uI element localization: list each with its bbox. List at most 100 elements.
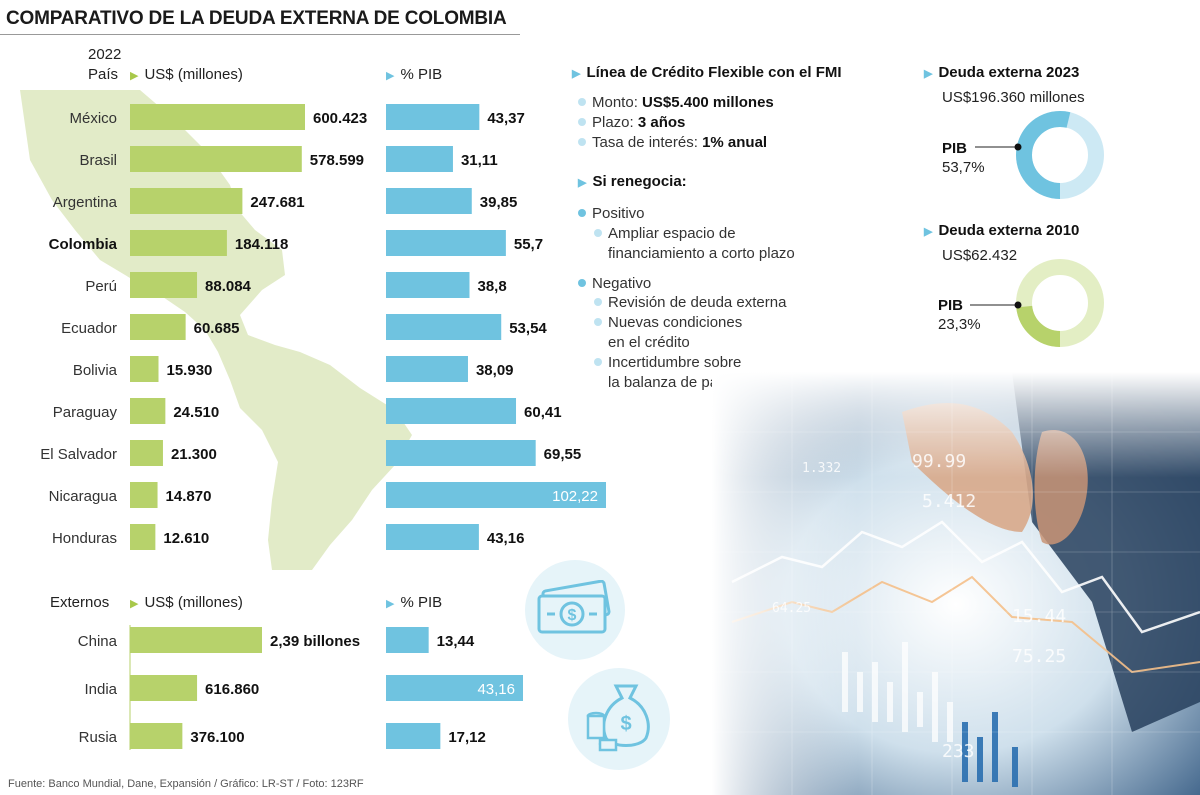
country-label-honduras: Honduras [52, 530, 117, 547]
info-title: Línea de Crédito Flexible con el FMI [586, 64, 842, 81]
pib-value-colombia: 55,7 [514, 236, 543, 253]
bullet-icon [594, 298, 602, 306]
usd-bar-india [130, 675, 198, 701]
usd-bar-argentina [130, 188, 243, 214]
donut-2023-pib-label: PIB [942, 140, 968, 157]
usd-bar-brasil [130, 146, 302, 172]
pais-label: País [88, 66, 119, 83]
donut-2010-value: US$62.432 [942, 247, 1018, 264]
positivo-text-2: financiamiento a corto plazo [608, 245, 795, 262]
pib-bar-mexico [386, 104, 480, 130]
negativo-label: Negativo [592, 275, 652, 292]
pib-bar-paraguay [386, 398, 517, 424]
usd-value-india: 616.860 [205, 681, 259, 698]
triangle-right-icon: ▶ [386, 70, 395, 82]
donut-2023-value: US$196.360 millones [942, 89, 1085, 106]
pib-value-mexico: 43,37 [487, 110, 525, 127]
bullet-icon [578, 118, 586, 126]
donut-2010-title-row: ▶ Deuda externa 2010 [924, 222, 1079, 239]
usd-bar-mexico [130, 104, 305, 130]
usd-value-nicaragua: 14.870 [166, 488, 212, 505]
donut-2023-title-row: ▶ Deuda externa 2023 [924, 64, 1079, 81]
pib-bar-rusia [386, 723, 441, 749]
donut-2010-leader-dot [1014, 301, 1022, 309]
monto-value: US$5.400 millones [642, 94, 774, 111]
usd-bar-peru [130, 272, 198, 298]
usd-bar-ecuador [130, 314, 186, 340]
pib-bar-honduras [386, 524, 479, 550]
country-label-paraguay: Paraguay [53, 404, 118, 421]
tasa-value: 1% anual [702, 134, 768, 151]
externos-usd-label: US$ (millones) [144, 594, 243, 611]
usd-bar-honduras [130, 524, 156, 550]
pib-value-argentina: 39,85 [480, 194, 518, 211]
year-label: 2022 [88, 46, 122, 63]
financial-chart-photo: 99.99 5.412 15.44 75.25 233 64.25 1.332 [712, 372, 1200, 795]
negativo-item-2: Nuevas condiciones [594, 313, 742, 333]
negativo-item-1: Revisión de deuda externa [594, 293, 786, 313]
title-divider [0, 34, 520, 35]
usd-value-brasil: 578.599 [310, 152, 364, 169]
country-label-ecuador: Ecuador [61, 320, 117, 337]
usd-value-colombia: 184.118 [235, 236, 288, 253]
plazo-label: Plazo: [592, 114, 634, 131]
bullet-icon [594, 318, 602, 326]
donut-2010-title: Deuda externa 2010 [938, 222, 1080, 239]
triangle-right-icon: ▶ [130, 70, 139, 82]
pib-bar-bolivia [386, 356, 468, 382]
renegocia-row: ▶ Si renegocia: [578, 173, 687, 190]
country-label-brasil: Brasil [79, 152, 117, 169]
pib-value-paraguay: 60,41 [524, 404, 562, 421]
bullet-icon [578, 209, 586, 217]
bullet-icon [578, 279, 586, 287]
donut-2023-pct: 53,7% [942, 159, 985, 176]
pib-value-china: 13,44 [437, 633, 475, 650]
negativo-text-4: Incertidumbre sobre [608, 354, 742, 371]
positivo-text-1: Ampliar espacio de [608, 225, 736, 242]
usd-value-china: 2,39 billones [270, 633, 360, 650]
pib-value-bolivia: 38,09 [476, 362, 514, 379]
pib-bar-china [386, 627, 429, 653]
bullet-icon [578, 138, 586, 146]
country-label-nicaragua: Nicaragua [49, 488, 118, 505]
source-footer: Fuente: Banco Mundial, Dane, Expansión /… [8, 778, 364, 790]
info-tasa: Tasa de interés: 1% anual [578, 133, 767, 153]
usd-value-ecuador: 60.685 [194, 320, 240, 337]
bullet-icon [594, 229, 602, 237]
pib-value-nicaragua: 102,22 [552, 488, 598, 505]
renegocia-label: Si renegocia: [592, 173, 687, 190]
info-title-row: ▶ Línea de Crédito Flexible con el FMI [572, 64, 842, 81]
pib-bar-peru [386, 272, 470, 298]
pib-value-brasil: 31,11 [461, 152, 498, 169]
usd-bar-nicaragua [130, 482, 158, 508]
negativo-text-5: la balanza de pagos [608, 374, 743, 391]
negativo-text-1: Revisión de deuda externa [608, 294, 787, 311]
usd-label: US$ (millones) [144, 66, 243, 83]
pib-value-el-salvador: 69,55 [544, 446, 582, 463]
country-label-rusia: Rusia [79, 729, 118, 746]
pib-header: ▶ % PIB [386, 66, 442, 83]
pib-value-ecuador: 53,54 [509, 320, 547, 337]
triangle-right-icon: ▶ [572, 68, 581, 80]
usd-value-el-salvador: 21.300 [171, 446, 217, 463]
donut-2023-title: Deuda externa 2023 [938, 64, 1080, 81]
usd-value-rusia: 376.100 [190, 729, 244, 746]
info-monto: Monto: US$5.400 millones [578, 93, 774, 113]
pib-value-honduras: 43,16 [487, 530, 525, 547]
donut-2023-leader-dot [1014, 143, 1022, 151]
bullet-icon [594, 358, 602, 366]
pib-bar-india [386, 675, 523, 701]
pib-value-peru: 38,8 [478, 278, 507, 295]
pib-label: % PIB [400, 66, 443, 83]
pais-header: País [88, 66, 118, 83]
negativo-text-2: Nuevas condiciones [608, 314, 743, 331]
debt-donut-charts [970, 111, 1104, 347]
usd-bar-bolivia [130, 356, 159, 382]
negativo-text-3: en el crédito [608, 334, 690, 351]
pib-value-india: 43,16 [477, 681, 515, 698]
usd-bar-colombia [130, 230, 227, 256]
pib-bar-ecuador [386, 314, 502, 340]
money-bill-icon: $ [537, 580, 611, 634]
externos-pib-header: ▶ % PIB [386, 594, 442, 611]
usd-value-argentina: 247.681 [250, 194, 304, 211]
